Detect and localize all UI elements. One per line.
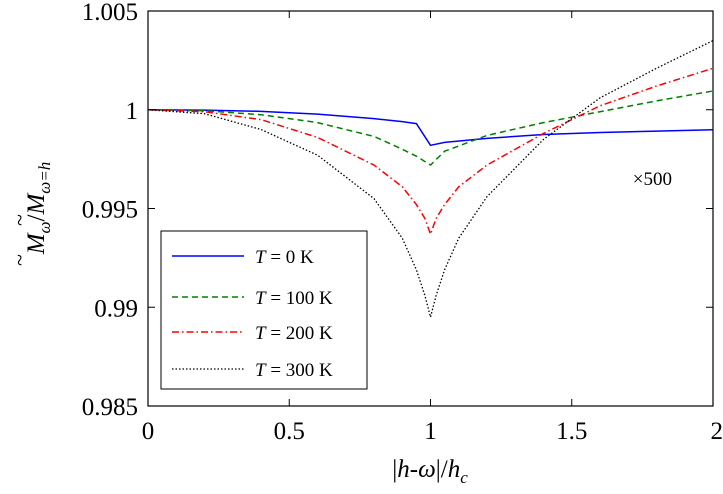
legend-label-3: T = 300 K [255,360,333,381]
x-tick-label: 1 [424,418,437,445]
legend-entry-0: T = 0 K [172,247,314,268]
legend-label-1: T = 100 K [255,288,333,309]
x-tick-label: 1.5 [556,418,587,445]
y-tick-label: 1 [126,98,139,125]
series-line-0 [147,109,714,147]
x-axis-label: |h-ω|/hc [392,456,468,487]
ticks-layer: 0 0.5 1 1.5 2 0.985 0.99 0.995 1 1.005 [82,0,723,445]
series-layer [147,40,714,318]
svg-text:Mω/Mω=h: Mω/Mω=h [23,162,54,256]
legend-entry-2: T = 200 K [172,323,333,344]
svg-text:~: ~ [7,214,32,226]
x-tick-label: 0.5 [274,418,305,445]
y-tick-label: 0.995 [82,197,138,224]
legend-entry-1: T = 100 K [172,288,333,309]
legend-label-2: T = 200 K [255,323,333,344]
x-tick-label: 0 [142,418,155,445]
scale-annotation: ×500 [633,169,672,190]
y-tick-label: 0.985 [82,394,138,421]
y-tick-label: 1.005 [82,0,138,26]
legend-entry-3: T = 300 K [172,360,333,381]
series-line-1 [147,90,714,166]
legend: T = 0 K T = 100 K T = 200 K T = 300 K [160,230,368,390]
legend-label-0: T = 0 K [255,247,314,268]
svg-text:~: ~ [7,254,32,266]
legend-box [160,230,368,390]
series-line-2 [147,67,714,235]
y-axis-label: Mω/Mω=h ~ ~ [7,162,54,266]
x-tick-label: 2 [711,418,723,445]
y-tick-label: 0.99 [94,295,138,322]
